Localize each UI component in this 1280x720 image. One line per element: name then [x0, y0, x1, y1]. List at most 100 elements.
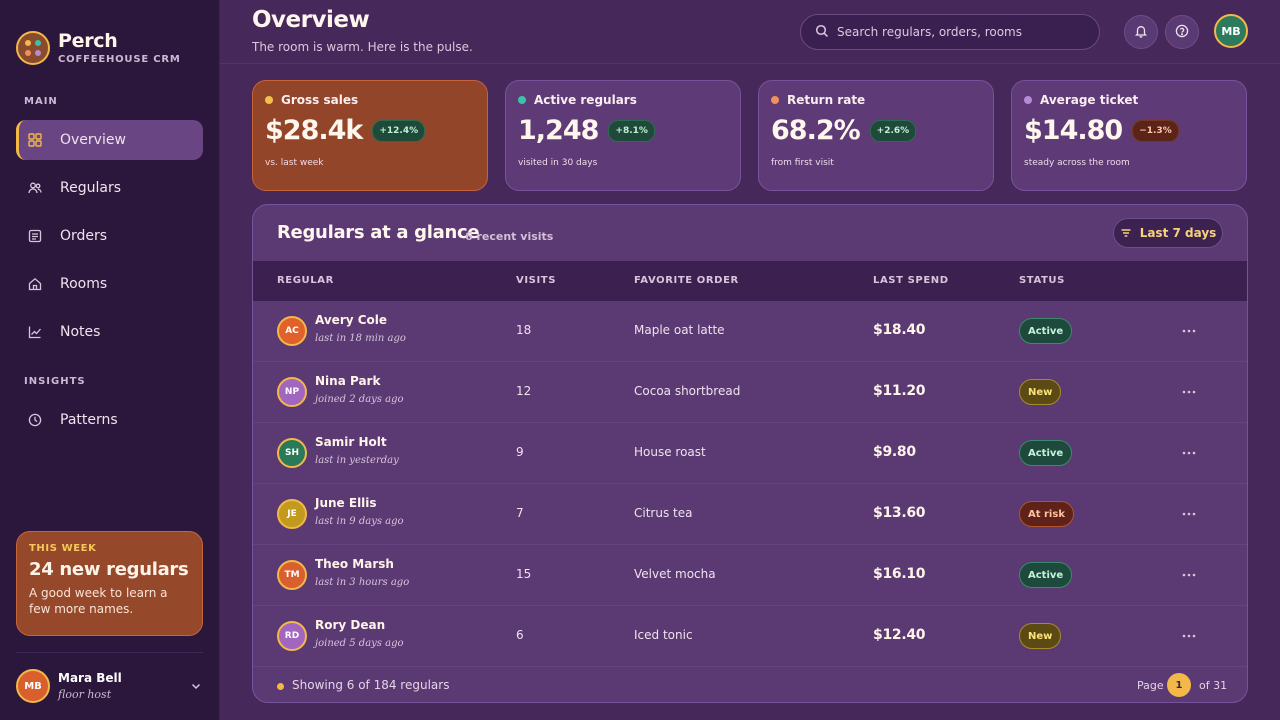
date-filter-button[interactable]: Last 7 days — [1113, 218, 1223, 248]
table-row[interactable]: NP Nina Park joined 2 days ago 12 Cocoa … — [253, 362, 1247, 423]
kpi-label: Average ticket — [1040, 93, 1139, 107]
kpi-label: Gross sales — [281, 93, 359, 107]
avatar[interactable]: MB — [1214, 14, 1248, 48]
weekly-promo-card[interactable]: THIS WEEK 24 new regulars A good week to… — [16, 531, 203, 636]
status-dot — [277, 683, 284, 690]
last-spend: $16.10 — [873, 566, 926, 582]
section-label-insights: INSIGHTS — [24, 376, 86, 387]
header: Overview The room is warm. Here is the p… — [220, 0, 1280, 64]
avatar: SH — [277, 438, 307, 468]
sidebar-item-label: Patterns — [60, 412, 118, 428]
kpi-delta-badge: +12.4% — [372, 119, 426, 142]
regular-last-seen: last in 18 min ago — [315, 333, 406, 344]
avatar: AC — [277, 316, 307, 346]
regular-last-seen: last in 9 days ago — [315, 516, 404, 527]
sidebar-item-notes[interactable]: Notes — [16, 312, 203, 352]
sidebar-item-patterns[interactable]: Patterns — [16, 400, 203, 440]
clock-icon — [28, 413, 42, 427]
column-header-spend[interactable]: LAST SPEND — [873, 275, 949, 286]
regular-name: Theo Marsh — [315, 557, 394, 571]
visits-count: 6 — [516, 628, 524, 642]
sidebar-item-label: Regulars — [60, 180, 121, 196]
table-row[interactable]: TM Theo Marsh last in 3 hours ago 15 Vel… — [253, 545, 1247, 606]
sidebar-divider — [16, 652, 203, 653]
more-options-icon[interactable] — [1181, 628, 1197, 644]
last-spend: $18.40 — [873, 322, 926, 338]
more-options-icon[interactable] — [1181, 445, 1197, 461]
sidebar-item-regulars[interactable]: Regulars — [16, 168, 203, 208]
last-spend: $11.20 — [873, 383, 926, 399]
promo-body: A good week to learn a few more names. — [29, 586, 168, 616]
visits-count: 18 — [516, 323, 532, 337]
brand[interactable]: Perch COFFEEHOUSE CRM — [16, 30, 181, 65]
visits-count: 9 — [516, 445, 524, 459]
search-input[interactable] — [837, 25, 1077, 39]
home-icon — [28, 277, 42, 291]
table-row[interactable]: SH Samir Holt last in yesterday 9 House … — [253, 423, 1247, 484]
chevron-down-icon[interactable] — [189, 679, 203, 693]
kpi-card-return-rate[interactable]: Return rate 68.2% +2.6% from first visit — [758, 80, 994, 191]
kpi-card-gross-sales[interactable]: Gross sales $28.4k +12.4% vs. last week — [252, 80, 488, 191]
regular-name: Samir Holt — [315, 435, 387, 449]
page-title: Overview — [252, 7, 370, 33]
column-header-regular[interactable]: REGULAR — [277, 275, 334, 286]
visits-count: 7 — [516, 506, 524, 520]
kpi-value: $28.4k — [265, 115, 363, 146]
help-button[interactable] — [1165, 15, 1199, 49]
kpi-footnote: steady across the room — [1024, 158, 1130, 168]
more-options-icon[interactable] — [1181, 567, 1197, 583]
sidebar-item-overview[interactable]: Overview — [16, 120, 203, 160]
column-header-status[interactable]: STATUS — [1019, 275, 1065, 286]
status-dot — [265, 96, 273, 104]
status-dot — [518, 96, 526, 104]
panel-title: Regulars at a glance — [277, 222, 480, 243]
more-options-icon[interactable] — [1181, 506, 1197, 522]
favorite-order: Maple oat latte — [634, 323, 725, 337]
regular-name: Avery Cole — [315, 313, 388, 327]
status-badge: Active — [1019, 562, 1073, 588]
filter-icon — [1120, 227, 1132, 239]
kpi-footnote: vs. last week — [265, 158, 324, 168]
promo-kicker: THIS WEEK — [29, 543, 97, 554]
promo-title: 24 new regulars — [29, 559, 189, 580]
sidebar-item-orders[interactable]: Orders — [16, 216, 203, 256]
status-dot — [771, 96, 779, 104]
column-header-visits[interactable]: VISITS — [516, 275, 557, 286]
avatar: MB — [16, 669, 50, 703]
regular-name: Nina Park — [315, 374, 381, 388]
brand-name: Perch — [58, 30, 118, 52]
kpi-card-average-ticket[interactable]: Average ticket $14.80 −1.3% steady acros… — [1011, 80, 1247, 191]
table-row[interactable]: RD Rory Dean joined 5 days ago 6 Iced to… — [253, 606, 1247, 667]
avatar: JE — [277, 499, 307, 529]
kpi-delta-badge: +8.1% — [608, 119, 655, 142]
notifications-button[interactable] — [1124, 15, 1158, 49]
sidebar-item-rooms[interactable]: Rooms — [16, 264, 203, 304]
column-header-favorite[interactable]: FAVORITE ORDER — [634, 275, 739, 286]
visits-count: 12 — [516, 384, 532, 398]
regulars-panel: Regulars at a glance 6 recent visits Las… — [252, 204, 1248, 703]
sidebar-item-label: Overview — [60, 132, 126, 148]
more-options-icon[interactable] — [1181, 323, 1197, 339]
search-box[interactable] — [800, 14, 1100, 50]
favorite-order: Velvet mocha — [634, 567, 716, 581]
status-badge: At risk — [1019, 501, 1074, 527]
kpi-footnote: from first visit — [771, 158, 834, 168]
user-menu[interactable]: MB Mara Bell floor host — [16, 668, 203, 704]
kpi-delta-badge: −1.3% — [1132, 119, 1179, 142]
avatar: NP — [277, 377, 307, 407]
favorite-order: House roast — [634, 445, 706, 459]
help-icon — [1175, 23, 1189, 42]
table-row[interactable]: JE June Ellis last in 9 days ago 7 Citru… — [253, 484, 1247, 545]
kpi-footnote: visited in 30 days — [518, 158, 598, 168]
kpi-card-active-regulars[interactable]: Active regulars 1,248 +8.1% visited in 3… — [505, 80, 741, 191]
section-label-main: MAIN — [24, 96, 58, 107]
status-badge: Active — [1019, 440, 1073, 466]
sidebar: Perch COFFEEHOUSE CRM MAIN Overview Regu… — [0, 0, 220, 720]
more-options-icon[interactable] — [1181, 384, 1197, 400]
regular-last-seen: joined 5 days ago — [315, 638, 404, 649]
page-number-button[interactable]: 1 — [1167, 673, 1191, 697]
visits-count: 15 — [516, 567, 532, 581]
table-row[interactable]: AC Avery Cole last in 18 min ago 18 Mapl… — [253, 301, 1247, 362]
regular-name: Rory Dean — [315, 618, 386, 632]
page-subtitle: The room is warm. Here is the pulse. — [252, 40, 473, 54]
